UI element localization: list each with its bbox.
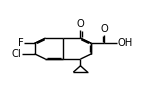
- Text: O: O: [100, 24, 108, 34]
- Text: F: F: [18, 38, 24, 48]
- Text: OH: OH: [117, 38, 132, 48]
- Text: O: O: [77, 19, 84, 29]
- Text: Cl: Cl: [12, 49, 21, 59]
